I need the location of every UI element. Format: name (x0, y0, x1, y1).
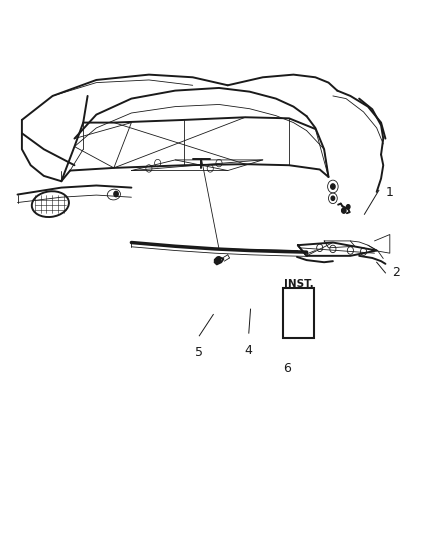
Text: INST.: INST. (284, 279, 314, 289)
Text: 6: 6 (283, 362, 291, 375)
Circle shape (342, 208, 346, 213)
Text: 4: 4 (245, 344, 253, 357)
Bar (283, 288, 314, 338)
Circle shape (346, 205, 350, 209)
Circle shape (331, 184, 335, 189)
Circle shape (331, 196, 335, 200)
Text: 5: 5 (195, 346, 203, 359)
Text: 2: 2 (392, 266, 400, 279)
Text: 1: 1 (385, 187, 393, 199)
Circle shape (215, 257, 221, 263)
Circle shape (114, 191, 118, 197)
